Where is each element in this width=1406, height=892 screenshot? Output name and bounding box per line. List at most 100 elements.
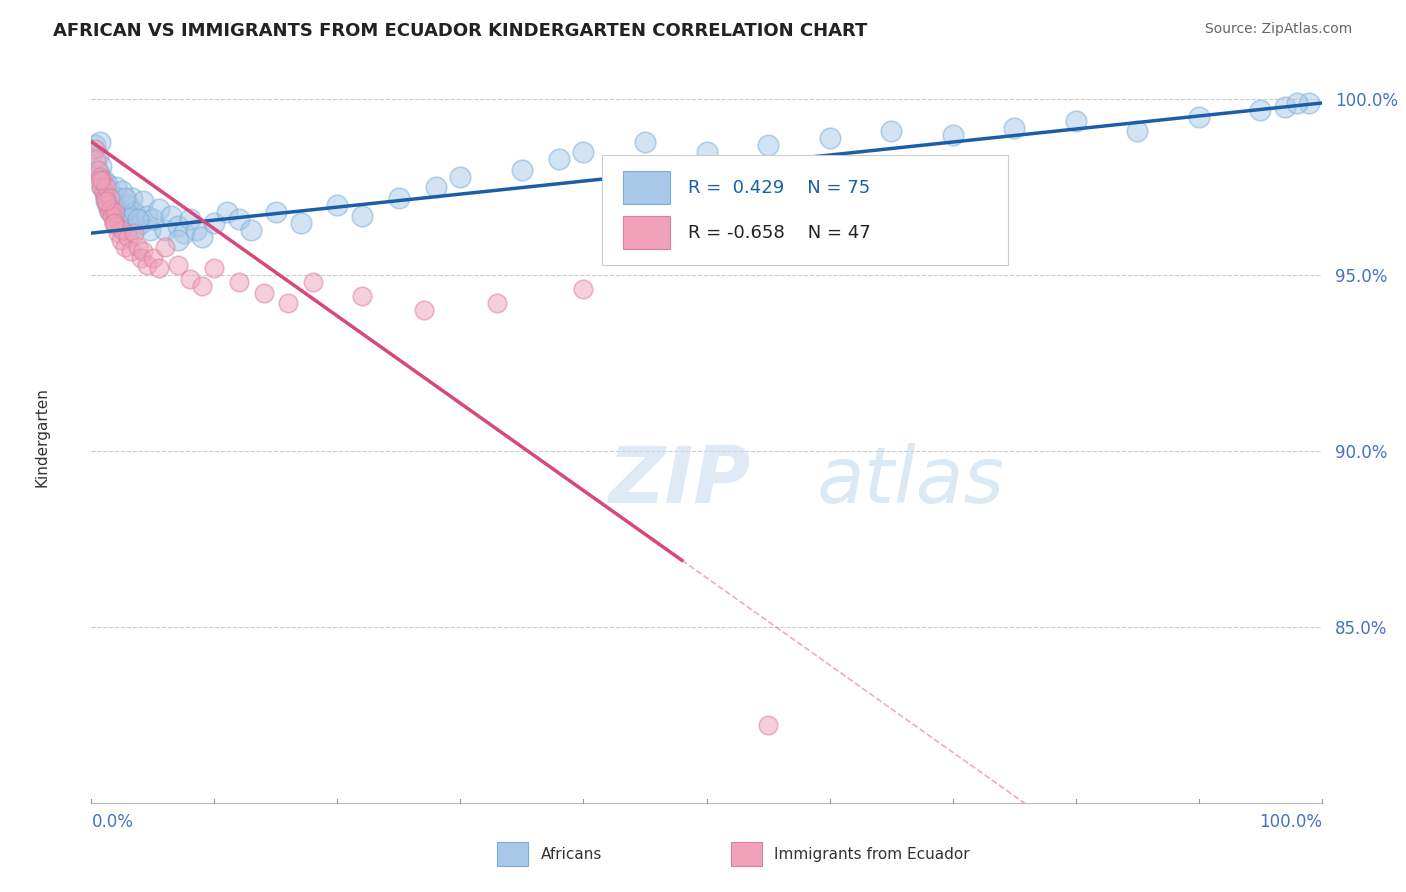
Point (695, 145, 717, 160)
Point (756, 138, 779, 153)
Bar (623, 171, 669, 204)
Point (572, 145, 595, 160)
Text: Kindergarten: Kindergarten (35, 387, 49, 487)
Point (86, 162, 108, 177)
Point (97, 202, 120, 216)
Point (486, 296, 509, 310)
Point (90, 159, 112, 173)
Point (1064, 113, 1087, 128)
Point (96, 194, 117, 209)
Point (547, 153, 569, 167)
Point (121, 191, 143, 205)
Point (142, 212, 165, 227)
Point (941, 128, 963, 142)
Point (572, 282, 595, 296)
Point (510, 162, 533, 177)
Point (114, 240, 136, 254)
Point (160, 209, 183, 223)
Point (352, 289, 374, 303)
Text: Africans: Africans (540, 847, 602, 862)
Point (97, 205, 120, 219)
Text: 0.0%: 0.0% (91, 814, 134, 831)
Point (124, 226, 146, 240)
Point (179, 212, 201, 227)
Point (215, 205, 238, 219)
FancyBboxPatch shape (602, 155, 1008, 265)
Point (127, 212, 149, 227)
Point (114, 191, 136, 205)
Point (142, 251, 165, 265)
Point (103, 216, 125, 230)
Point (166, 219, 188, 233)
Point (120, 244, 142, 258)
Point (103, 194, 125, 209)
Point (634, 135, 657, 149)
Point (1002, 120, 1025, 135)
Point (86, 153, 108, 167)
Point (105, 180, 127, 194)
Point (166, 258, 188, 272)
Text: ZIP: ZIP (607, 443, 751, 519)
Point (96, 180, 117, 194)
Point (290, 216, 312, 230)
Point (112, 205, 135, 219)
Point (301, 276, 323, 290)
Point (153, 222, 177, 236)
Point (101, 205, 124, 219)
Point (118, 212, 141, 227)
Point (90, 180, 112, 194)
Point (449, 169, 471, 184)
Point (132, 244, 155, 258)
Point (148, 261, 170, 276)
Point (818, 131, 841, 145)
Point (264, 205, 287, 219)
Point (326, 198, 349, 212)
Point (818, 180, 841, 194)
Point (1298, 95, 1320, 110)
Point (101, 209, 124, 223)
Point (240, 222, 263, 236)
Text: 100.0%: 100.0% (1258, 814, 1322, 831)
Text: Source: ZipAtlas.com: Source: ZipAtlas.com (1205, 22, 1353, 37)
Point (105, 209, 128, 223)
Point (91, 173, 114, 187)
Point (880, 205, 903, 219)
Point (89, 173, 111, 187)
Point (108, 216, 131, 230)
Point (228, 276, 250, 290)
Bar (498, 842, 529, 866)
Bar (731, 842, 762, 866)
Text: R =  0.429    N = 75: R = 0.429 N = 75 (688, 178, 870, 197)
Point (135, 258, 157, 272)
Point (127, 240, 149, 254)
Point (1187, 110, 1209, 124)
Point (91, 180, 114, 194)
Point (756, 718, 779, 732)
Point (412, 303, 434, 318)
Point (148, 202, 170, 216)
Point (117, 198, 139, 212)
Point (388, 191, 411, 205)
Point (191, 278, 214, 293)
Point (111, 184, 134, 198)
Text: R = -0.658    N = 47: R = -0.658 N = 47 (688, 224, 870, 242)
Point (104, 202, 127, 216)
Point (94, 191, 117, 205)
Point (132, 194, 155, 209)
Point (129, 216, 152, 230)
Point (1249, 103, 1271, 117)
Point (104, 205, 127, 219)
Point (105, 219, 127, 233)
Point (202, 216, 225, 230)
Point (87, 166, 110, 180)
Point (111, 222, 134, 236)
Point (277, 296, 299, 310)
Point (1126, 124, 1149, 138)
Point (103, 216, 125, 230)
Point (86, 149, 108, 163)
Point (129, 251, 152, 265)
Point (124, 205, 146, 219)
Point (352, 209, 374, 223)
Point (107, 191, 129, 205)
Point (1274, 99, 1296, 113)
